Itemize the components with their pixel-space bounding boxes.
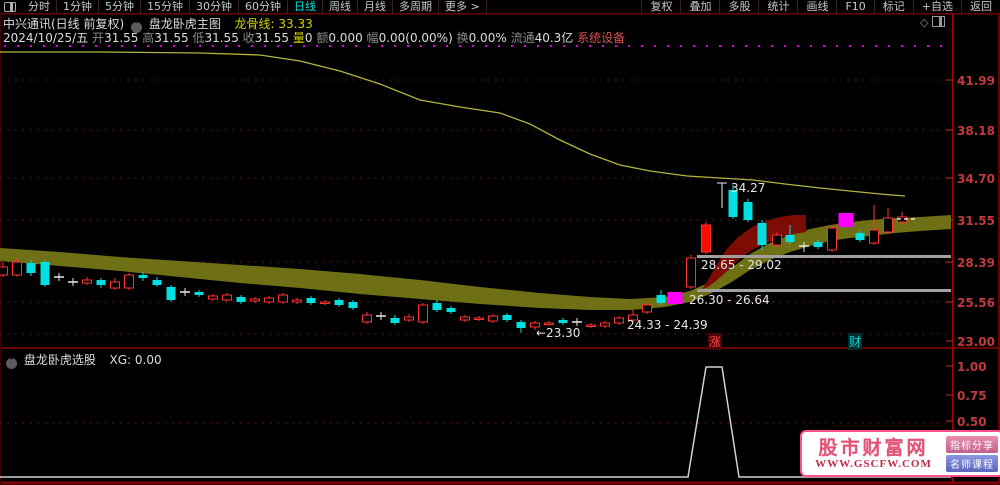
sub-axis-label: 1.00: [957, 360, 987, 374]
tab-15min[interactable]: 15分钟: [141, 0, 190, 13]
sub-axis-label: 0.75: [957, 389, 987, 403]
split-pane-icon[interactable]: [932, 16, 946, 27]
price-label: 34.70: [957, 172, 995, 186]
watermark-badges: 指标分享 名师课程: [946, 434, 998, 474]
tab-weekly[interactable]: 周线: [323, 0, 358, 13]
gap-upper-annotation: 28.65 - 29.02: [701, 258, 782, 272]
change-value: 0.00(0.00%): [378, 31, 453, 45]
pane-corner-controls: ◇: [920, 16, 946, 29]
sub-indicator-dropdown-icon[interactable]: ˇ: [6, 358, 17, 369]
tab-timeshare[interactable]: 分时: [22, 0, 57, 13]
tab-30min[interactable]: 30分钟: [190, 0, 239, 13]
button-add-watchlist[interactable]: +自选: [912, 0, 961, 13]
window-split-icon[interactable]: [4, 1, 16, 12]
rise-tag: 涨: [708, 333, 723, 350]
low-range-annotation: 24.33 - 24.39: [627, 318, 708, 332]
price-label: 31.55: [957, 214, 995, 228]
button-overlay[interactable]: 叠加: [680, 0, 719, 13]
volume-label: 量: [292, 31, 305, 45]
amount-label: 额: [316, 31, 329, 45]
watermark-panel: 股市财富网 WWW.GSCFW.COM 指标分享 名师课程: [800, 430, 1000, 477]
tab-5min[interactable]: 5分钟: [99, 0, 141, 13]
sub-indicator-header: ˇ 盘龙卧虎选股 XG: 0.00: [3, 351, 162, 369]
turnover-value: 0.00%: [468, 31, 507, 45]
price-label: 23.00: [957, 335, 995, 349]
high-price-annotation: 34.27: [731, 181, 766, 195]
change-label: 幅: [366, 31, 379, 45]
sub-indicator-name[interactable]: 盘龙卧虎选股: [23, 353, 96, 367]
volume-value: 0: [304, 31, 313, 45]
badge-teacher-course[interactable]: 名师课程: [946, 454, 998, 472]
button-fuquan[interactable]: 复权: [641, 0, 680, 13]
tab-1min[interactable]: 1分钟: [57, 0, 99, 13]
button-stats[interactable]: 统计: [758, 0, 797, 13]
float-value: 40.3亿: [534, 31, 574, 45]
price-label: 38.18: [957, 124, 995, 138]
price-label: 41.99: [957, 74, 995, 88]
open-value: 31.55: [104, 31, 139, 45]
tab-daily[interactable]: 日线: [288, 0, 323, 13]
high-value: 31.55: [154, 31, 189, 45]
tab-multiperiod[interactable]: 多周期: [393, 0, 439, 13]
watermark-url: WWW.GSCFW.COM: [815, 457, 932, 470]
open-label: 开: [92, 31, 105, 45]
button-f10[interactable]: F10: [836, 0, 873, 13]
low-price-annotation: ←23.30: [536, 326, 581, 340]
dragon-line-value: 龙骨线: 33.33: [234, 17, 313, 31]
menubar-right-group: 复权 叠加 多股 统计 画线 F10 标记 +自选 返回: [641, 0, 1000, 13]
close-value: 31.55: [254, 31, 290, 45]
turnover-label: 换: [456, 31, 469, 45]
gap-lower-annotation: 26.30 - 26.64: [689, 293, 770, 307]
sub-axis-label: 0.50: [957, 415, 987, 429]
float-label: 流通: [510, 31, 535, 45]
button-back[interactable]: 返回: [961, 0, 1000, 13]
tab-monthly[interactable]: 月线: [358, 0, 393, 13]
main-indicator-name[interactable]: 盘龙卧虎主图: [148, 17, 221, 31]
ohlc-info-line: 2024/10/25/五 开31.55 高31.55 低31.55 收31.55…: [3, 29, 625, 46]
price-label: 25.56: [957, 296, 995, 310]
diamond-icon[interactable]: ◇: [920, 16, 933, 29]
sector-link[interactable]: 系统设备: [577, 31, 626, 45]
amount-value: 0.000: [328, 31, 363, 45]
sub-indicator-value: XG: 0.00: [109, 353, 162, 367]
tab-60min[interactable]: 60分钟: [239, 0, 288, 13]
stock-info-line: 中兴通讯(日线 前复权) ˇ 盘龙卧虎主图 龙骨线: 33.33: [3, 15, 313, 33]
button-multistock[interactable]: 多股: [719, 0, 758, 13]
top-menubar: 分时 1分钟 5分钟 15分钟 30分钟 60分钟 日线 周线 月线 多周期 更…: [0, 0, 1000, 13]
watermark-text-block: 股市财富网 WWW.GSCFW.COM: [806, 438, 941, 470]
wealth-tag: 财: [848, 333, 863, 350]
close-label: 收: [242, 31, 255, 45]
badge-indicator-share[interactable]: 指标分享: [946, 435, 998, 453]
button-drawline[interactable]: 画线: [797, 0, 836, 13]
button-mark[interactable]: 标记: [873, 0, 913, 13]
low-label: 低: [192, 31, 205, 45]
indicator-dropdown-icon[interactable]: ˇ: [131, 22, 143, 33]
high-label: 高: [142, 31, 155, 45]
stock-title: 中兴通讯(日线 前复权): [3, 17, 125, 31]
price-label: 28.39: [957, 256, 995, 270]
low-value: 31.55: [204, 31, 239, 45]
watermark-site-name: 股市财富网: [818, 436, 929, 459]
date-value: 2024/10/25/五: [3, 31, 89, 45]
tab-more[interactable]: 更多 >: [439, 0, 487, 13]
